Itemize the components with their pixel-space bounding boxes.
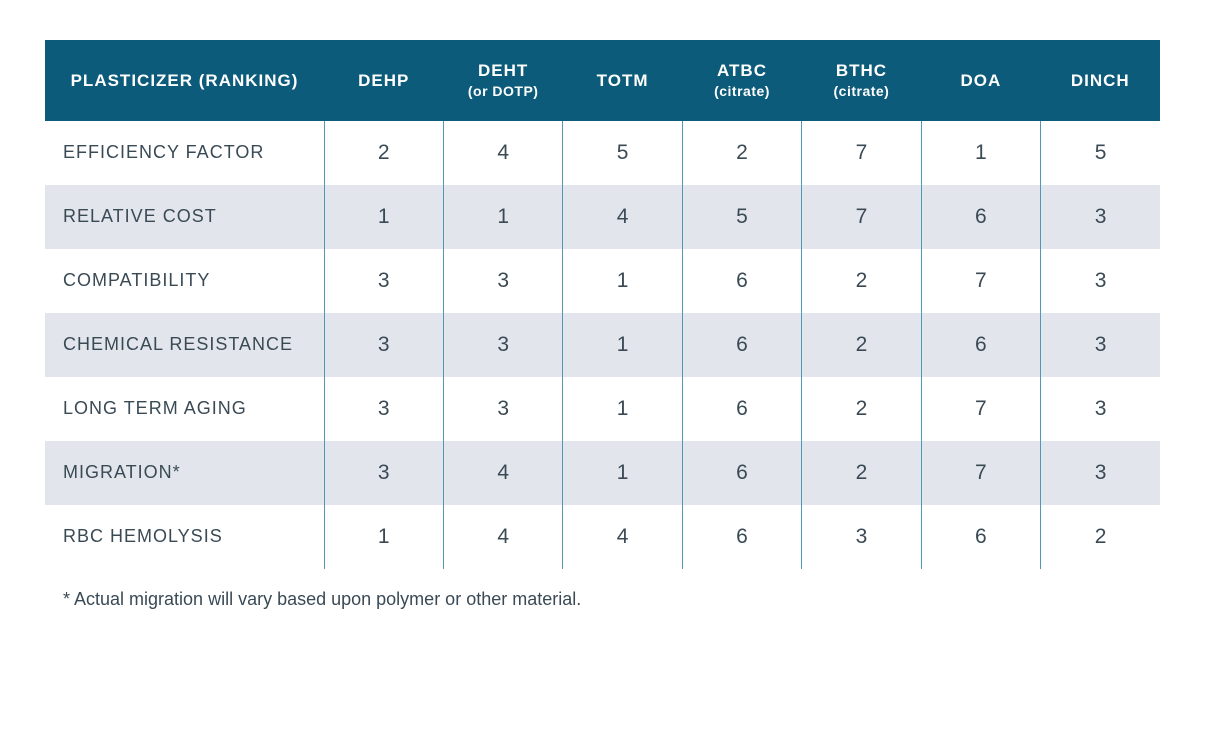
cell-value: 2 [802,249,921,313]
col-dehp: DEHP [324,40,443,121]
col-totm: TOTM [563,40,682,121]
cell-value: 1 [563,313,682,377]
cell-value: 3 [1041,441,1160,505]
cell-value: 3 [1041,377,1160,441]
cell-value: 7 [802,185,921,249]
col-label: BTHC [836,61,887,80]
col-label: DEHP [358,71,409,90]
cell-value: 2 [682,121,801,185]
cell-value: 6 [682,441,801,505]
col-label: TOTM [597,71,649,90]
cell-value: 5 [1041,121,1160,185]
col-sub: (or DOTP) [449,83,556,101]
col-label: ATBC [717,61,767,80]
cell-value: 1 [563,377,682,441]
cell-value: 6 [682,505,801,569]
cell-value: 3 [324,441,443,505]
col-label: DINCH [1071,71,1130,90]
row-label: MIGRATION* [45,441,324,505]
col-deht: DEHT (or DOTP) [443,40,562,121]
cell-value: 7 [921,249,1040,313]
cell-value: 3 [443,249,562,313]
cell-value: 3 [443,377,562,441]
cell-value: 6 [682,249,801,313]
cell-value: 6 [682,377,801,441]
cell-value: 1 [324,505,443,569]
cell-value: 1 [563,441,682,505]
cell-value: 1 [324,185,443,249]
table-footnote: * Actual migration will vary based upon … [45,589,1160,610]
plasticizer-table-container: PLASTICIZER (RANKING) DEHP DEHT (or DOTP)… [45,40,1160,569]
plasticizer-table: PLASTICIZER (RANKING) DEHP DEHT (or DOTP)… [45,40,1160,569]
cell-value: 4 [443,121,562,185]
cell-value: 1 [563,249,682,313]
cell-value: 7 [921,441,1040,505]
col-sub: (citrate) [808,83,915,101]
row-label: EFFICIENCY FACTOR [45,121,324,185]
cell-value: 3 [443,313,562,377]
cell-value: 3 [324,313,443,377]
col-label: DEHT [478,61,528,80]
table-row: MIGRATION*3416273 [45,441,1160,505]
cell-value: 4 [563,505,682,569]
cell-value: 2 [1041,505,1160,569]
cell-value: 1 [443,185,562,249]
cell-value: 2 [802,313,921,377]
cell-value: 6 [921,313,1040,377]
cell-value: 5 [563,121,682,185]
cell-value: 6 [921,505,1040,569]
cell-value: 4 [443,505,562,569]
cell-value: 3 [802,505,921,569]
cell-value: 7 [802,121,921,185]
cell-value: 3 [1041,313,1160,377]
cell-value: 2 [324,121,443,185]
table-row: CHEMICAL RESISTANCE3316263 [45,313,1160,377]
col-dinch: DINCH [1041,40,1160,121]
col-doa: DOA [921,40,1040,121]
cell-value: 6 [921,185,1040,249]
cell-value: 3 [1041,185,1160,249]
table-row: COMPATIBILITY3316273 [45,249,1160,313]
table-row: EFFICIENCY FACTOR2452715 [45,121,1160,185]
col-sub: (citrate) [688,83,795,101]
cell-value: 3 [1041,249,1160,313]
cell-value: 1 [921,121,1040,185]
cell-value: 7 [921,377,1040,441]
row-label: LONG TERM AGING [45,377,324,441]
table-header-row: PLASTICIZER (RANKING) DEHP DEHT (or DOTP)… [45,40,1160,121]
header-label: PLASTICIZER (RANKING) [45,40,324,121]
row-label: CHEMICAL RESISTANCE [45,313,324,377]
table-body: EFFICIENCY FACTOR2452715RELATIVE COST114… [45,121,1160,569]
col-label: DOA [960,71,1001,90]
cell-value: 3 [324,249,443,313]
col-atbc: ATBC (citrate) [682,40,801,121]
table-row: RBC HEMOLYSIS1446362 [45,505,1160,569]
row-label: RELATIVE COST [45,185,324,249]
cell-value: 6 [682,313,801,377]
cell-value: 3 [324,377,443,441]
cell-value: 4 [563,185,682,249]
cell-value: 5 [682,185,801,249]
col-bthc: BTHC (citrate) [802,40,921,121]
table-row: LONG TERM AGING3316273 [45,377,1160,441]
cell-value: 2 [802,377,921,441]
cell-value: 4 [443,441,562,505]
cell-value: 2 [802,441,921,505]
row-label: COMPATIBILITY [45,249,324,313]
row-label: RBC HEMOLYSIS [45,505,324,569]
table-row: RELATIVE COST1145763 [45,185,1160,249]
